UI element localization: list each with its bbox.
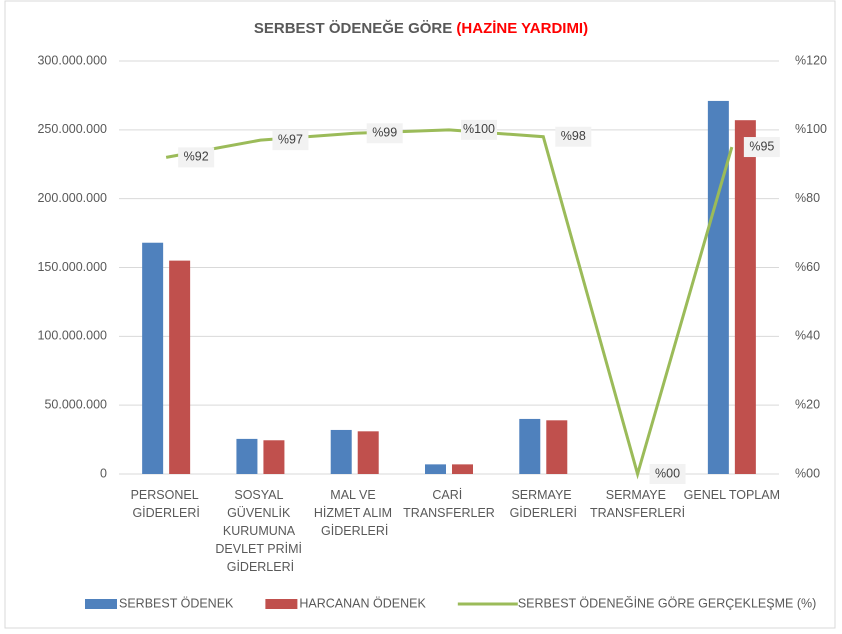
x-tick-label-line: GİDERLERİ: [132, 506, 199, 520]
line: [165, 128, 734, 480]
x-tick-label: SOSYAL GÜVENLİK KURUMUNA DEVLET PRİMİ Gİ…: [215, 488, 305, 574]
bar: [330, 429, 352, 474]
legend-label: HARCANAN ÖDENEK: [299, 596, 426, 610]
y-tick-label: 100.000.000: [37, 329, 107, 343]
bar: [519, 418, 541, 474]
data-label-box: [178, 147, 215, 168]
y2-tick-label: %60: [795, 260, 820, 274]
bar: [734, 120, 756, 475]
data-label-box: [366, 123, 403, 144]
data-label-box: [555, 126, 592, 147]
bar: [263, 440, 285, 474]
title-main: SERBEST ÖDENEĞE GÖRE: [254, 19, 452, 37]
x-tick-label-line: GİDERLERİ: [510, 506, 577, 520]
y2-tick-label: %100: [795, 122, 827, 136]
data-label: %99: [372, 126, 397, 140]
x-tick-label: PERSONEL GİDERLERİ: [131, 488, 202, 520]
legend-swatch: [265, 599, 298, 609]
x-tick-label-line: DEVLET PRİMİ: [215, 542, 305, 556]
chart-title: SERBEST ÖDENEĞE GÖRE (HAZİNE YARDIMI): [254, 19, 588, 37]
x-tick-label-line: GİDERLERİ: [227, 560, 294, 574]
x-tick-label-line: GÜVENLİK: [227, 506, 294, 520]
bar: [425, 464, 446, 474]
x-tick-label-line: GENEL TOPLAM: [684, 488, 780, 502]
x-tick-label-line: SOSYAL: [234, 488, 286, 502]
x-tick-label: GENEL TOPLAM: [684, 488, 780, 502]
x-tick-label-line: SERMAYE: [606, 488, 670, 502]
y2-tick-label: %40: [795, 329, 820, 343]
bar: [707, 100, 729, 474]
x-tick-label-line: GİDERLERİ: [321, 524, 388, 538]
x-tick-label-line: MAL VE: [330, 488, 379, 502]
x-tick-label-line: CARİ: [432, 488, 465, 502]
y2-tick-label: %00: [795, 466, 820, 480]
data-label-box: [743, 137, 780, 158]
x-tick-label-line: KURUMUNA: [223, 524, 298, 538]
bar: [236, 438, 258, 474]
y-tick-label: 200.000.000: [37, 191, 107, 205]
data-label-box: [461, 119, 497, 140]
x-tick-label: MAL VE HİZMET ALIM GİDERLERİ: [314, 488, 396, 538]
legend-label: SERBEST ÖDENEĞİNE GÖRE GERÇEKLEŞME (%): [518, 595, 816, 610]
x-tick-label-line: HİZMET ALIM: [314, 506, 396, 520]
y2-tick-label: %80: [795, 191, 820, 205]
x-tick-label: CARİ TRANSFERLER: [403, 488, 495, 520]
data-label: %00: [655, 466, 680, 480]
data-label: %92: [184, 150, 209, 164]
data-label: %98: [561, 129, 586, 143]
y2-tick-label: %20: [795, 397, 820, 411]
bar: [452, 464, 473, 474]
bar: [169, 260, 191, 474]
x-tick-label-line: PERSONEL: [131, 488, 202, 502]
y-tick-label: 150.000.000: [37, 260, 107, 274]
x-tick-label: SERMAYE TRANSFERLERİ: [590, 488, 685, 520]
x-tick-label: SERMAYE GİDERLERİ: [510, 488, 577, 520]
y-tick-label: 50.000.000: [44, 397, 107, 411]
data-label: %95: [749, 139, 774, 153]
y-tick-label: 250.000.000: [37, 122, 107, 136]
bar: [357, 431, 379, 474]
bar: [546, 420, 568, 474]
data-label-box: [649, 464, 686, 484]
bar: [142, 242, 164, 474]
data-label: %100: [463, 122, 495, 136]
title-highlight: (HAZİNE YARDIMI): [456, 20, 588, 37]
y-tick-label: 0: [100, 466, 107, 480]
x-tick-label-line: SERMAYE: [511, 488, 575, 502]
y-tick-label: 300.000.000: [37, 53, 107, 67]
data-label: %97: [278, 132, 303, 146]
legend-label: SERBEST ÖDENEK: [119, 596, 234, 610]
x-tick-label-line: TRANSFERLER: [403, 506, 495, 520]
legend-swatch: [85, 599, 117, 609]
x-tick-label-line: TRANSFERLERİ: [590, 506, 685, 520]
y2-tick-label: %120: [795, 53, 827, 67]
data-label-box: [272, 130, 309, 151]
